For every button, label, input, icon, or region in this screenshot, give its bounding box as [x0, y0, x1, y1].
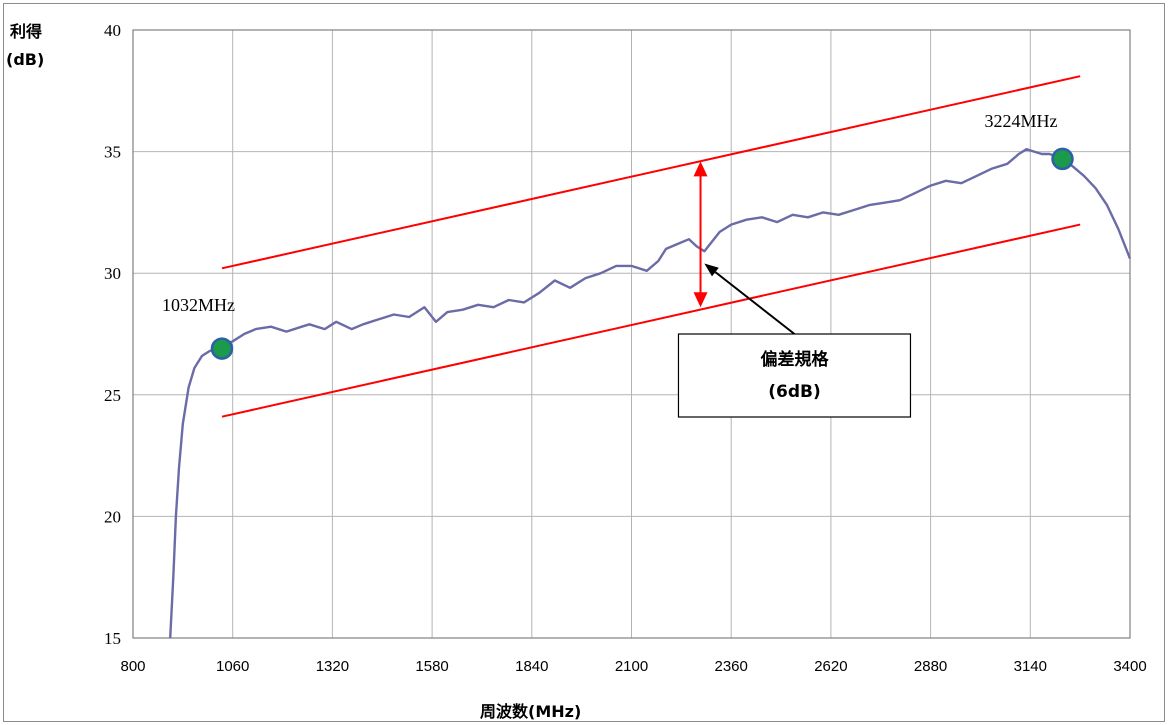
x-tick-label: 2620	[814, 658, 847, 675]
x-tick-label: 1060	[216, 658, 249, 675]
limit-lines	[221, 75, 1081, 418]
marker-point	[1051, 147, 1074, 171]
x-tick-label: 800	[120, 658, 145, 675]
arrow-head-up	[693, 161, 708, 177]
callout-box	[677, 333, 912, 418]
marker-point	[210, 337, 234, 360]
arrow-head-down	[693, 292, 708, 308]
x-tick-labels: 800 1060 1320 1580 1840 2100 2360 2620 2880 3140 3…	[120, 658, 1146, 675]
x-tick-label: 3140	[1014, 658, 1047, 675]
marker-label: 3224MHz	[985, 111, 1058, 131]
callout: 偏差規格 (6dB)	[677, 263, 912, 418]
y-tick-label: 20	[104, 507, 121, 526]
x-tick-label: 1320	[316, 658, 349, 675]
plot-area	[132, 29, 1131, 639]
callout-text-line2: (6dB)	[768, 382, 821, 402]
deviation-arrow	[693, 161, 708, 308]
markers: 1032MHz 3224MHz	[162, 111, 1074, 360]
y-tick-label: 25	[104, 386, 121, 405]
limit-line	[221, 75, 1081, 270]
x-tick-label: 1580	[415, 658, 448, 675]
marker-label: 1032MHz	[162, 295, 235, 315]
y-tick-label: 15	[104, 629, 121, 648]
x-tick-label: 2360	[715, 658, 748, 675]
y-axis-label-line1: 利得	[10, 22, 42, 41]
grid	[133, 30, 1130, 638]
x-tick-label: 2880	[914, 658, 947, 675]
y-tick-label: 35	[104, 143, 121, 162]
x-tick-label: 2100	[615, 658, 648, 675]
gain-series-line	[169, 147, 1132, 639]
callout-text-line1: 偏差規格	[760, 349, 829, 370]
y-axis-label-line2: (dB)	[6, 50, 44, 69]
limit-line	[221, 223, 1081, 418]
y-tick-label: 30	[104, 264, 121, 283]
x-tick-label: 1840	[515, 658, 548, 675]
x-axis-label: 周波数(MHz)	[480, 702, 581, 721]
y-tick-label: 40	[104, 21, 121, 40]
x-tick-label: 3400	[1113, 658, 1146, 675]
y-tick-labels: 15 20 25 30 35 40	[104, 21, 121, 648]
callout-pointer-line	[714, 271, 796, 335]
callout-pointer-head	[704, 263, 719, 277]
